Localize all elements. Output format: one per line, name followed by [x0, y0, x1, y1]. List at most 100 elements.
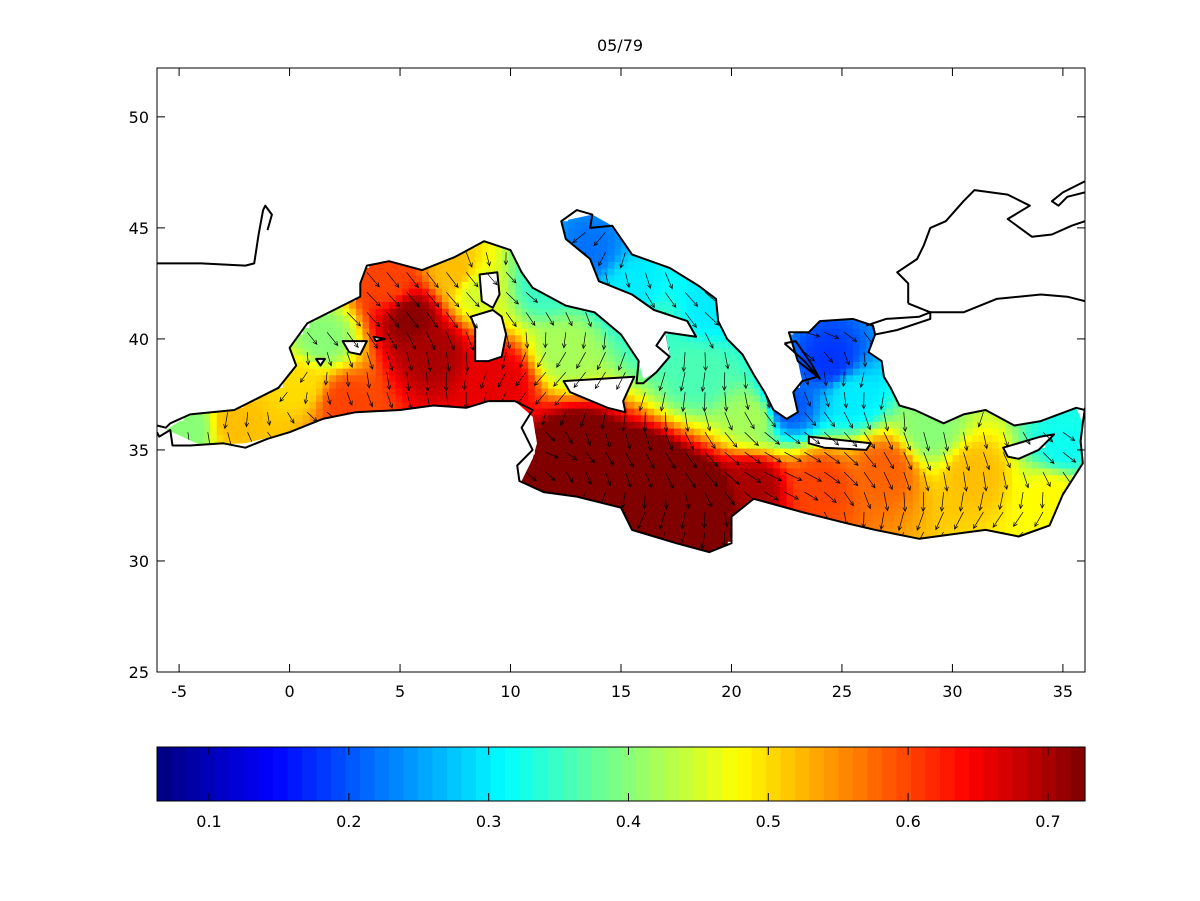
- field-cell: [700, 434, 708, 442]
- field-cell: [700, 487, 708, 496]
- field-cell: [627, 261, 635, 269]
- field-cell: [906, 467, 914, 476]
- field-cell: [541, 334, 549, 342]
- field-cell: [660, 387, 669, 396]
- field-cell: [428, 327, 437, 336]
- field-cell: [574, 394, 582, 402]
- field-cell: [435, 294, 443, 302]
- current-arrow: [573, 371, 586, 389]
- field-cell: [554, 487, 563, 496]
- field-cell: [528, 467, 536, 476]
- field-cell: [176, 434, 185, 442]
- field-cell: [442, 294, 450, 302]
- field-cell: [826, 454, 834, 462]
- current-arrow: [680, 512, 686, 530]
- field-cell: [382, 327, 390, 336]
- y-tick-label: 45: [129, 219, 149, 238]
- current-arrow: [605, 471, 612, 487]
- field-cell: [707, 527, 715, 536]
- field-cell: [210, 421, 218, 429]
- field-cell: [1045, 427, 1053, 436]
- field-cell: [382, 394, 390, 402]
- current-arrow: [700, 532, 706, 550]
- field-cell: [680, 421, 689, 429]
- colorbar-bin: [650, 747, 666, 801]
- field-cell: [1018, 467, 1027, 476]
- field-cell: [461, 261, 470, 269]
- field-cell: [389, 267, 397, 276]
- field-cell: [561, 421, 569, 429]
- field-cell: [389, 387, 397, 396]
- field-cell: [594, 447, 602, 456]
- field-cell: [952, 474, 960, 482]
- field-cell: [693, 434, 702, 442]
- field-cell: [945, 434, 954, 442]
- field-cell: [448, 381, 457, 389]
- colorbar-bin: [621, 747, 637, 801]
- field-cell: [700, 287, 708, 296]
- field-cell: [667, 481, 675, 489]
- field-cell: [713, 341, 722, 349]
- field-cell: [501, 267, 510, 276]
- field-cell: [269, 387, 278, 396]
- field-cell: [972, 474, 980, 482]
- field-cell: [481, 261, 490, 269]
- field-cell: [667, 381, 675, 389]
- field-cell: [389, 354, 397, 362]
- field-cell: [548, 347, 556, 356]
- field-cell: [607, 441, 616, 449]
- field-cell: [654, 414, 662, 422]
- field-cell: [727, 467, 735, 476]
- field-cell: [713, 347, 722, 356]
- field-cell: [766, 487, 775, 496]
- field-cell: [408, 347, 417, 356]
- field-cell: [528, 354, 536, 362]
- field-cell: [879, 401, 887, 409]
- x-tick-label: -5: [171, 682, 187, 701]
- field-cell: [667, 501, 675, 509]
- field-cell: [289, 381, 297, 389]
- field-cell: [793, 454, 801, 462]
- field-cell: [369, 314, 377, 322]
- field-cell: [514, 354, 523, 362]
- field-cell: [707, 434, 715, 442]
- field-cell: [972, 447, 980, 456]
- field-cell: [561, 367, 569, 376]
- colorbar-bin: [664, 747, 680, 801]
- current-arrow: [764, 451, 782, 463]
- field-cell: [720, 334, 728, 342]
- field-cell: [455, 301, 463, 309]
- field-cell: [568, 461, 576, 469]
- field-cell: [601, 267, 609, 276]
- field-cell: [693, 441, 702, 449]
- field-cell: [952, 447, 960, 456]
- field-cell: [647, 461, 655, 469]
- field-cell: [336, 334, 344, 342]
- colorbar-bin: [519, 747, 535, 801]
- field-cell: [375, 354, 384, 362]
- field-cell: [674, 467, 682, 476]
- field-cell: [886, 414, 894, 422]
- field-cell: [806, 381, 814, 389]
- field-cell: [422, 314, 430, 322]
- field-cell: [375, 327, 384, 336]
- field-cell: [1032, 474, 1040, 482]
- field-cell: [322, 401, 331, 409]
- field-cell: [329, 307, 337, 316]
- field-cell: [541, 461, 549, 469]
- field-cell: [607, 247, 616, 256]
- field-cell: [415, 301, 423, 309]
- field-cell: [548, 334, 556, 342]
- current-arrow: [505, 332, 512, 350]
- field-cell: [760, 414, 768, 422]
- field-cell: [727, 441, 735, 449]
- field-cell: [846, 361, 854, 369]
- current-arrow: [804, 491, 819, 501]
- field-cell: [780, 501, 788, 509]
- field-cell: [1045, 447, 1053, 456]
- field-cell: [1045, 507, 1053, 516]
- current-arrow: [560, 412, 567, 427]
- field-cell: [978, 467, 987, 476]
- current-arrow: [540, 491, 547, 506]
- field-cell: [892, 401, 901, 409]
